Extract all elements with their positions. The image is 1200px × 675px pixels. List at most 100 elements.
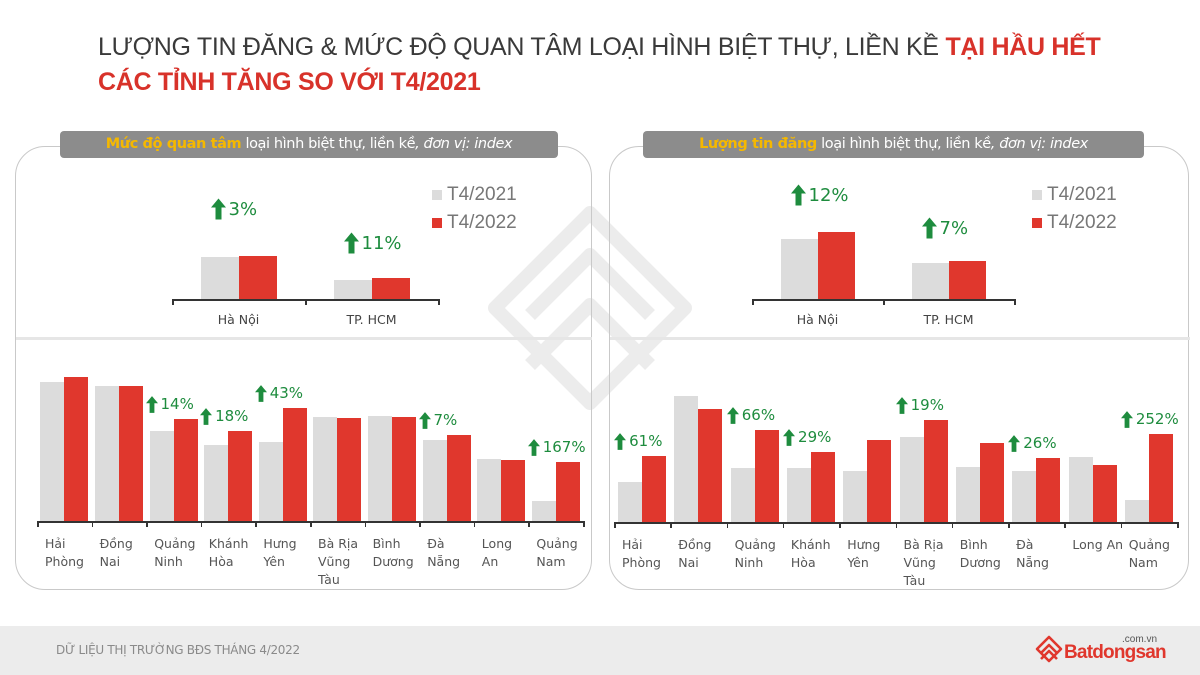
x-axis-tick <box>419 521 421 527</box>
change-value: 7% <box>433 411 458 429</box>
bar-t4-2021 <box>674 396 699 522</box>
change-value: 12% <box>808 184 849 206</box>
x-axis-tick <box>37 521 39 527</box>
bar-t4-2022 <box>501 460 526 521</box>
bar-t4-2022 <box>173 419 198 521</box>
change-value: 43% <box>269 384 304 402</box>
x-axis-tick <box>1120 522 1123 528</box>
bar-t4-2022 <box>64 377 89 521</box>
change-annotation: 12% <box>790 184 849 206</box>
change-value: 167% <box>542 438 586 456</box>
bar-t4-2021 <box>843 471 868 522</box>
up-arrow-icon <box>145 395 158 413</box>
x-axis-tick <box>310 521 312 527</box>
bar-t4-2022 <box>555 462 580 521</box>
category-label: Đà Nẵng <box>1016 537 1049 570</box>
x-axis-tick <box>1177 522 1179 528</box>
change-annotation: 61% <box>614 432 662 450</box>
category-label: Quảng Ninh <box>734 537 776 570</box>
bar-t4-2021 <box>94 386 119 521</box>
change-value: 11% <box>361 232 402 254</box>
change-annotation: 3% <box>210 198 258 220</box>
panel-listings-header: Lượng tin đăng loại hình biệt thự, liền … <box>643 131 1144 158</box>
up-arrow-icon <box>200 407 213 425</box>
category-label: Quảng Ninh <box>154 536 196 569</box>
batdongsan-logo-icon <box>1035 635 1063 663</box>
x-axis-tick <box>528 521 530 527</box>
panel-interest-header: Mức độ quan tâm loại hình biệt thự, liền… <box>60 131 558 158</box>
change-annotation: 26% <box>1008 434 1057 452</box>
bar-t4-2021 <box>730 468 755 522</box>
category-label: Bà Rịa Vũng Tàu <box>903 537 944 588</box>
change-annotation: 14% <box>145 395 194 413</box>
legend-item-2021: T4/2021 <box>432 181 517 209</box>
category-label: Bình Dương <box>372 536 414 569</box>
x-axis-tick <box>255 521 257 527</box>
x-axis-tick <box>782 522 785 528</box>
change-value: 19% <box>910 396 944 414</box>
x-axis-tick <box>1014 299 1016 305</box>
bar-t4-2022 <box>282 408 307 521</box>
bar-t4-2022 <box>1148 434 1173 522</box>
bar-t4-2022 <box>228 431 253 521</box>
bar-t4-2022 <box>867 440 892 522</box>
up-arrow-icon <box>1008 434 1021 452</box>
bar-t4-2022 <box>754 430 779 522</box>
legend-swatch-red <box>1032 218 1042 228</box>
up-arrow-icon <box>210 198 226 220</box>
x-axis-tick <box>364 521 367 527</box>
x-axis-tick <box>473 521 476 527</box>
bar-t4-2022 <box>371 278 410 299</box>
change-annotation: 167% <box>527 438 586 456</box>
x-axis-tick <box>839 522 841 528</box>
bar-t4-2021 <box>780 239 818 299</box>
x-axis-tick <box>670 522 672 528</box>
legend-item-2022: T4/2022 <box>1032 209 1117 237</box>
x-axis-tick <box>752 299 754 305</box>
bar-t4-2022 <box>238 256 277 299</box>
category-label: Khánh Hòa <box>208 536 249 569</box>
bar-t4-2022 <box>337 418 362 521</box>
bar-t4-2022 <box>811 452 836 522</box>
legend-swatch-gray <box>432 190 442 200</box>
legend-swatch-red <box>432 218 442 228</box>
change-value: 3% <box>228 198 258 220</box>
footer: DỮ LIỆU THỊ TRƯỜNG BĐS THÁNG 4/2022 .com… <box>0 626 1200 675</box>
bar-t4-2021 <box>787 468 812 522</box>
x-axis-tick <box>1064 522 1066 528</box>
bar-t4-2021 <box>313 417 338 521</box>
category-label: Hải Phòng <box>622 537 661 570</box>
header-highlight: Lượng tin đăng <box>699 136 817 152</box>
change-annotation: 19% <box>895 396 944 414</box>
bar-t4-2021 <box>200 257 239 299</box>
category-label: Đồng Nai <box>678 537 712 570</box>
x-axis-tick <box>91 521 94 527</box>
up-arrow-icon <box>895 396 908 414</box>
category-label: Hưng Yên <box>263 536 297 569</box>
bar-t4-2022 <box>391 417 416 521</box>
legend-item-2022: T4/2022 <box>432 209 517 237</box>
x-axis-tick <box>883 299 885 305</box>
up-arrow-icon <box>614 432 627 450</box>
change-annotation: 7% <box>418 411 458 429</box>
bar-t4-2022 <box>923 420 948 522</box>
bar-t4-2022 <box>1036 458 1061 522</box>
legend-swatch-gray <box>1032 190 1042 200</box>
header-unit: , đơn vị: index <box>990 136 1089 152</box>
change-value: 14% <box>160 395 194 413</box>
batdongsan-logo: .com.vn Batdongsan <box>1034 632 1169 670</box>
up-arrow-icon <box>783 428 796 446</box>
x-axis-tick <box>172 299 174 305</box>
bar-t4-2022 <box>817 232 855 299</box>
bar-t4-2021 <box>618 482 643 522</box>
x-axis-tick <box>305 299 307 305</box>
x-axis-tick <box>951 522 954 528</box>
bar-t4-2021 <box>367 416 392 521</box>
change-annotation: 7% <box>921 217 968 239</box>
bar-t4-2021 <box>333 280 372 299</box>
page-title: LƯỢNG TIN ĐĂNG & MỨC ĐỘ QUAN TÂM LOẠI HÌ… <box>98 30 1158 100</box>
change-value: 61% <box>629 432 663 450</box>
footer-text: DỮ LIỆU THỊ TRƯỜNG BĐS THÁNG 4/2022 <box>56 643 300 657</box>
x-axis-tick <box>726 522 729 528</box>
bar-t4-2021 <box>204 445 229 521</box>
